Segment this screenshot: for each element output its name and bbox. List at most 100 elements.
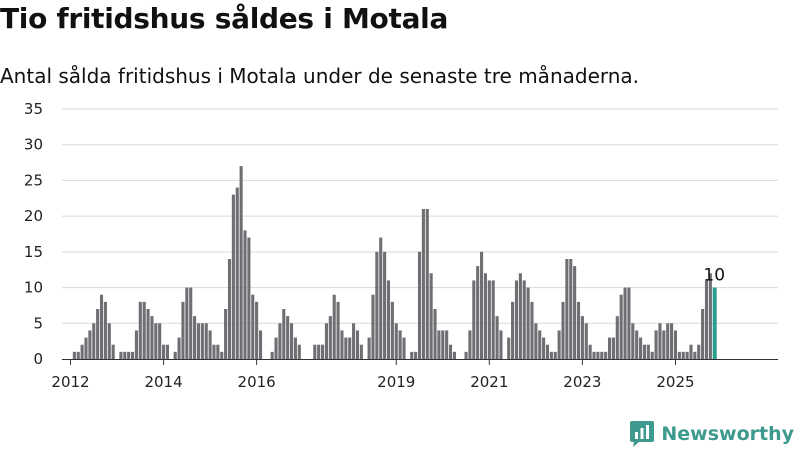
x-tick-label: 2014 <box>144 373 182 391</box>
bar <box>414 351 418 359</box>
bar <box>518 273 522 359</box>
bar <box>511 301 515 359</box>
bar <box>545 344 550 359</box>
bar <box>332 294 336 359</box>
bar <box>80 344 84 359</box>
bar <box>88 330 92 359</box>
bar <box>417 251 422 359</box>
bar <box>355 330 360 359</box>
bar <box>247 237 251 359</box>
bar <box>154 323 158 359</box>
bar <box>142 301 146 359</box>
bar <box>72 351 76 359</box>
bar <box>158 323 162 359</box>
bar <box>359 344 363 359</box>
brand-logo: Newsworthy <box>629 420 794 448</box>
data-labels: 10 <box>703 266 725 286</box>
bar <box>324 323 328 359</box>
bar <box>534 323 538 359</box>
bar <box>483 273 487 359</box>
latest-value-label: 10 <box>703 266 725 286</box>
bar <box>673 330 678 359</box>
bar <box>352 323 356 359</box>
bar <box>317 344 321 359</box>
bar <box>173 351 177 359</box>
bar <box>708 273 712 359</box>
bar <box>530 301 534 359</box>
x-tick-label: 2016 <box>238 373 276 391</box>
bar <box>654 330 658 359</box>
bar <box>251 294 255 359</box>
bar <box>561 301 565 359</box>
bar <box>390 301 394 359</box>
bar <box>522 280 526 359</box>
bar <box>445 330 449 359</box>
bar <box>553 351 557 359</box>
bar <box>282 309 286 359</box>
bar <box>580 316 584 359</box>
bar <box>321 344 325 359</box>
bar <box>297 344 301 359</box>
bar <box>375 251 379 359</box>
bar <box>441 330 445 359</box>
bar <box>569 259 573 359</box>
bar <box>131 351 135 359</box>
bar <box>138 301 142 359</box>
bar <box>425 209 429 359</box>
bar <box>146 309 150 359</box>
bar <box>588 344 592 359</box>
bar <box>398 330 402 359</box>
bar <box>220 351 224 359</box>
bar <box>704 280 709 359</box>
bar <box>421 209 425 359</box>
bar <box>557 330 561 359</box>
bar <box>189 287 193 359</box>
bar <box>604 351 608 359</box>
bar <box>542 337 546 359</box>
bars <box>72 166 717 359</box>
y-tick-label: 25 <box>24 171 43 189</box>
bar <box>573 266 577 359</box>
bar <box>239 166 243 359</box>
bar <box>348 337 352 359</box>
bar <box>290 323 294 359</box>
bar <box>701 309 705 359</box>
bar <box>576 301 581 359</box>
bar <box>193 316 197 359</box>
x-tick-label: 2023 <box>563 373 601 391</box>
bar <box>507 337 511 359</box>
bar <box>313 344 317 359</box>
bar <box>162 344 166 359</box>
bar <box>270 351 274 359</box>
bar <box>468 330 472 359</box>
bar <box>681 351 685 359</box>
bar <box>437 330 441 359</box>
bar <box>499 330 503 359</box>
bar <box>670 323 674 359</box>
bar <box>96 309 100 359</box>
bar <box>336 301 340 359</box>
page-subtitle: Antal sålda fritidshus i Motala under de… <box>0 64 640 88</box>
bar <box>196 323 201 359</box>
bar-chart-logo-icon <box>630 421 655 447</box>
y-tick-label: 15 <box>24 243 43 261</box>
bar <box>255 301 259 359</box>
bar-latest <box>712 287 717 359</box>
bar <box>584 323 588 359</box>
bar <box>615 316 619 359</box>
bar <box>181 301 185 359</box>
bar <box>123 351 127 359</box>
bar <box>386 280 391 359</box>
bar <box>274 337 278 359</box>
bar <box>464 351 468 359</box>
bar <box>344 337 348 359</box>
bar <box>429 273 433 359</box>
bar <box>76 351 80 359</box>
bar <box>258 330 263 359</box>
bar <box>134 330 138 359</box>
bar <box>208 330 212 359</box>
x-tick-label: 2025 <box>656 373 694 391</box>
bar <box>367 337 371 359</box>
bar <box>631 323 635 359</box>
bar <box>235 187 239 359</box>
